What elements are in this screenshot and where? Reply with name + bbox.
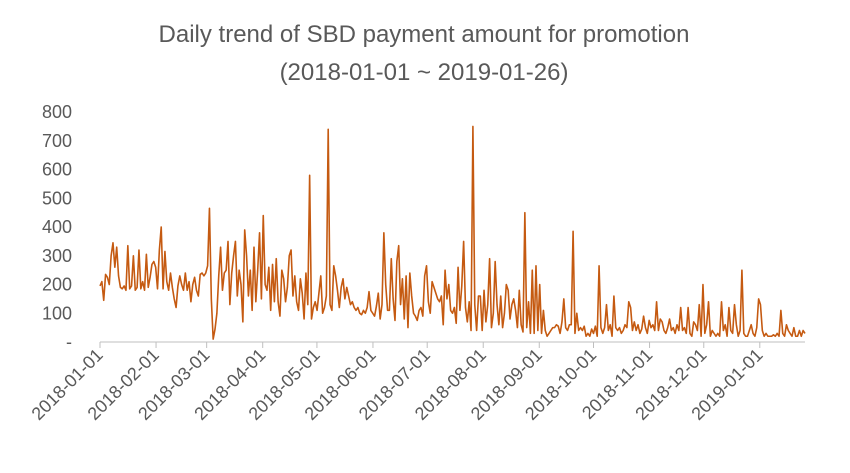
chart-subtitle: (2018-01-01 ~ 2019-01-26) xyxy=(280,59,569,86)
y-tick-label: 700 xyxy=(42,131,72,151)
y-tick-label: - xyxy=(66,332,72,352)
y-tick-label: 800 xyxy=(42,102,72,122)
y-tick-label: 600 xyxy=(42,160,72,180)
y-tick-label: 200 xyxy=(42,275,72,295)
y-tick-label: 300 xyxy=(42,246,72,266)
y-tick-label: 100 xyxy=(42,303,72,323)
series-line xyxy=(99,125,806,340)
y-axis: - 100 200 300 400 500 600 700 800 xyxy=(42,102,72,352)
chart-title: Daily trend of SBD payment amount for pr… xyxy=(159,21,690,48)
plot-area xyxy=(99,125,806,340)
y-tick-label: 500 xyxy=(42,188,72,208)
x-axis: 2018-01-012018-02-012018-03-012018-04-01… xyxy=(28,341,805,424)
y-tick-label: 400 xyxy=(42,217,72,237)
